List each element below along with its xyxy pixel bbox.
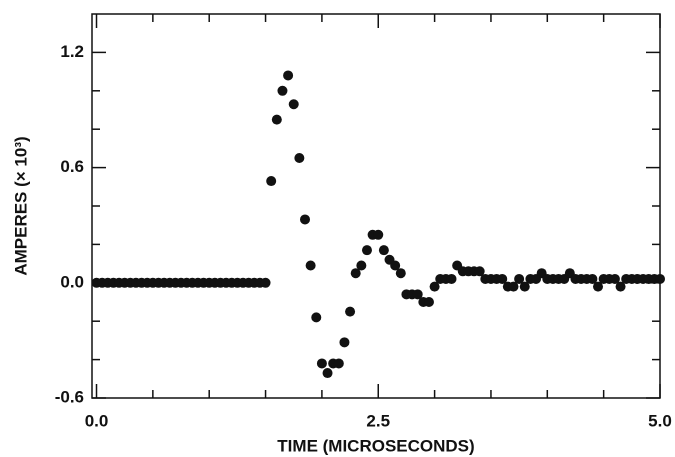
data-point — [271, 114, 282, 125]
data-point — [519, 281, 530, 292]
data-point — [361, 245, 372, 256]
plot-frame — [91, 13, 661, 399]
data-point — [288, 99, 299, 110]
data-point — [395, 268, 406, 279]
data-point — [587, 273, 598, 284]
data-point — [260, 277, 271, 288]
data-point — [350, 268, 361, 279]
data-point — [497, 273, 508, 284]
data-point — [277, 85, 288, 96]
y-tick-label: 0.6 — [60, 157, 84, 176]
data-point — [390, 260, 401, 271]
data-point — [311, 312, 322, 323]
y-tick-label: 0.0 — [60, 272, 84, 291]
data-point — [474, 266, 485, 277]
data-point — [294, 153, 305, 163]
x-tick-label: 5.0 — [648, 411, 672, 430]
y-axis-label: AMPERES (× 10³) — [11, 136, 30, 275]
data-point — [429, 281, 440, 292]
x-tick-label: 2.5 — [366, 411, 390, 430]
data-point — [322, 368, 333, 379]
data-point — [373, 229, 384, 240]
data-point — [655, 273, 665, 284]
data-point — [508, 281, 519, 292]
data-point — [514, 273, 525, 284]
x-axis-label: TIME (MICROSECONDS) — [277, 436, 474, 455]
data-point — [283, 70, 294, 81]
data-point — [300, 214, 310, 225]
data-point — [356, 260, 367, 271]
x-tick-label: 0.0 — [85, 411, 109, 430]
data-point — [593, 281, 604, 292]
data-point — [609, 273, 620, 284]
data-point — [266, 176, 277, 187]
data-point — [446, 273, 457, 284]
data-point — [339, 337, 350, 348]
y-tick-label: -0.6 — [55, 387, 84, 406]
y-tick-label: 1.2 — [60, 42, 84, 61]
data-point — [412, 289, 423, 300]
data-point — [615, 281, 626, 292]
data-point — [305, 260, 316, 271]
data-point — [333, 358, 344, 369]
data-point — [378, 245, 389, 256]
data-point — [316, 358, 327, 369]
data-point — [345, 306, 356, 317]
data-point — [423, 297, 434, 307]
